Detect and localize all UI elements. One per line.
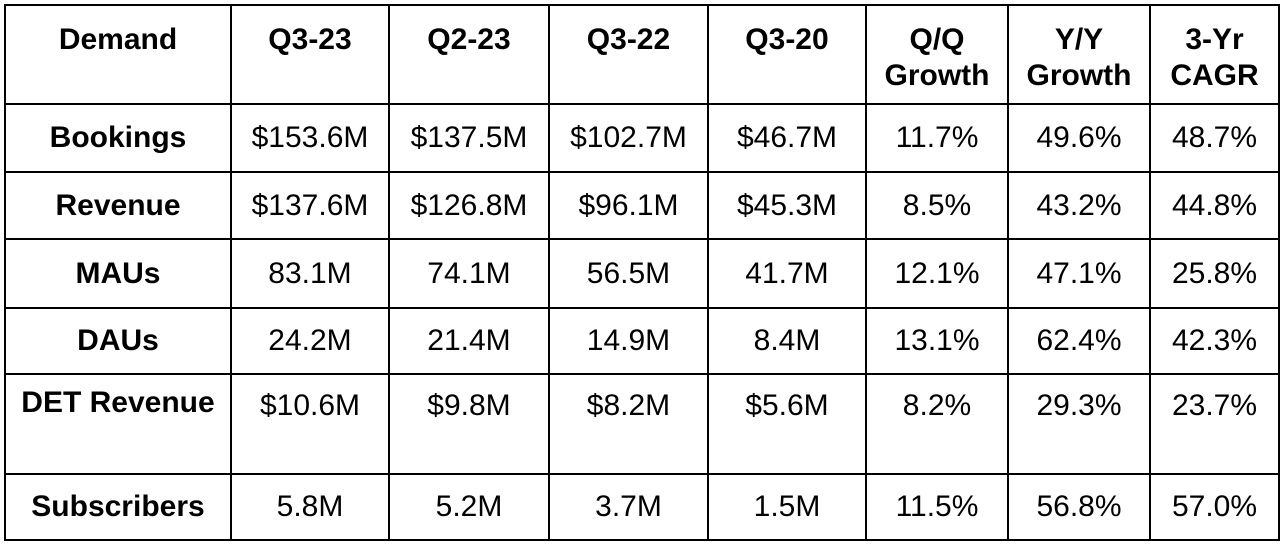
table-row: DAUs 24.2M 21.4M 14.9M 8.4M 13.1% 62.4% … bbox=[4, 307, 1280, 375]
table-cell: 43.2% bbox=[1007, 171, 1151, 240]
table-cell: 8.4M bbox=[707, 307, 867, 375]
table-row: Subscribers 5.8M 5.2M 3.7M 1.5M 11.5% 56… bbox=[4, 473, 1280, 541]
table-cell: 41.7M bbox=[707, 238, 867, 309]
table-cell: 49.6% bbox=[1007, 103, 1151, 173]
table-cell: $5.6M bbox=[707, 373, 867, 475]
table-cell: $9.8M bbox=[388, 373, 550, 475]
table-cell: $137.5M bbox=[388, 103, 550, 173]
row-label: DAUs bbox=[4, 307, 232, 375]
table-cell: 23.7% bbox=[1149, 373, 1280, 475]
header-q2-23: Q2-23 bbox=[388, 4, 550, 105]
table-cell: 25.8% bbox=[1149, 238, 1280, 309]
table-cell: 44.8% bbox=[1149, 171, 1280, 240]
table-cell: 48.7% bbox=[1149, 103, 1280, 173]
table-cell: 5.2M bbox=[388, 473, 550, 541]
row-label: Subscribers bbox=[4, 473, 232, 541]
table-cell: 21.4M bbox=[388, 307, 550, 375]
table-cell: 1.5M bbox=[707, 473, 867, 541]
table-cell: 56.5M bbox=[548, 238, 709, 309]
table-cell: 47.1% bbox=[1007, 238, 1151, 309]
table-cell: 74.1M bbox=[388, 238, 550, 309]
table-cell: $10.6M bbox=[230, 373, 390, 475]
table-cell: 5.8M bbox=[230, 473, 390, 541]
table-cell: 12.1% bbox=[865, 238, 1009, 309]
table-cell: $137.6M bbox=[230, 171, 390, 240]
row-label: Revenue bbox=[4, 171, 232, 240]
header-demand: Demand bbox=[4, 4, 232, 105]
table-cell: 83.1M bbox=[230, 238, 390, 309]
table-cell: 14.9M bbox=[548, 307, 709, 375]
table-cell: $153.6M bbox=[230, 103, 390, 173]
table-cell: 24.2M bbox=[230, 307, 390, 375]
table-cell: 8.5% bbox=[865, 171, 1009, 240]
demand-table: Demand Q3-23 Q2-23 Q3-22 Q3-20 Q/Q Growt… bbox=[4, 4, 1280, 541]
table-cell: $102.7M bbox=[548, 103, 709, 173]
table-row: DET Revenue $10.6M $9.8M $8.2M $5.6M 8.2… bbox=[4, 373, 1280, 475]
table-row: MAUs 83.1M 74.1M 56.5M 41.7M 12.1% 47.1%… bbox=[4, 238, 1280, 309]
table-cell: 57.0% bbox=[1149, 473, 1280, 541]
table-cell: 62.4% bbox=[1007, 307, 1151, 375]
table-cell: $46.7M bbox=[707, 103, 867, 173]
table-cell: 11.7% bbox=[865, 103, 1009, 173]
row-label: Bookings bbox=[4, 103, 232, 173]
header-3yr-cagr: 3-Yr CAGR bbox=[1149, 4, 1280, 105]
table-cell: 8.2% bbox=[865, 373, 1009, 475]
table-cell: 13.1% bbox=[865, 307, 1009, 375]
table-cell: $96.1M bbox=[548, 171, 709, 240]
table-row: Bookings $153.6M $137.5M $102.7M $46.7M … bbox=[4, 103, 1280, 173]
table-cell: 42.3% bbox=[1149, 307, 1280, 375]
header-q3-23: Q3-23 bbox=[230, 4, 390, 105]
header-q3-22: Q3-22 bbox=[548, 4, 709, 105]
table-cell: $45.3M bbox=[707, 171, 867, 240]
header-yy-growth: Y/Y Growth bbox=[1007, 4, 1151, 105]
header-q3-20: Q3-20 bbox=[707, 4, 867, 105]
table-cell: 29.3% bbox=[1007, 373, 1151, 475]
table-row: Revenue $137.6M $126.8M $96.1M $45.3M 8.… bbox=[4, 171, 1280, 240]
table-cell: 11.5% bbox=[865, 473, 1009, 541]
table-cell: $126.8M bbox=[388, 171, 550, 240]
row-label: DET Revenue bbox=[4, 373, 232, 475]
table-cell: $8.2M bbox=[548, 373, 709, 475]
header-qq-growth: Q/Q Growth bbox=[865, 4, 1009, 105]
row-label: MAUs bbox=[4, 238, 232, 309]
table-cell: 56.8% bbox=[1007, 473, 1151, 541]
table-cell: 3.7M bbox=[548, 473, 709, 541]
table-header-row: Demand Q3-23 Q2-23 Q3-22 Q3-20 Q/Q Growt… bbox=[4, 4, 1280, 105]
